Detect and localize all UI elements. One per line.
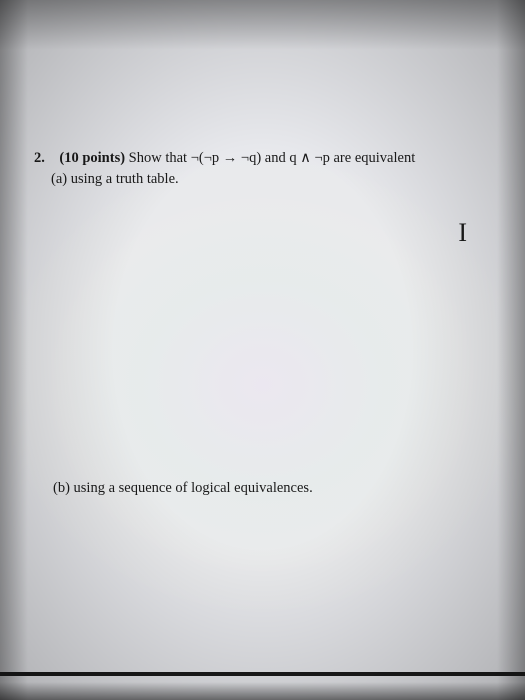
bottom-shadow [0, 682, 525, 700]
question-part-a: (a) using a truth table. [34, 171, 495, 188]
question-expression: ¬(¬p → ¬q) and q ∧ ¬p [191, 150, 330, 166]
question-main-line: 2. (10 points) Show that ¬(¬p → ¬q) and … [34, 148, 495, 168]
question-points: (10 points) [59, 150, 125, 166]
question-number: 2. [34, 150, 45, 166]
spacer [49, 150, 56, 166]
horizontal-divider [0, 672, 525, 676]
document-content: 2. (10 points) Show that ¬(¬p → ¬q) and … [0, 0, 525, 188]
text-cursor-icon: I [458, 218, 467, 248]
question-prompt-before: Show that [129, 150, 191, 166]
question-prompt-after: are equivalent [330, 150, 415, 166]
question-part-b: (b) using a sequence of logical equivale… [53, 480, 313, 497]
